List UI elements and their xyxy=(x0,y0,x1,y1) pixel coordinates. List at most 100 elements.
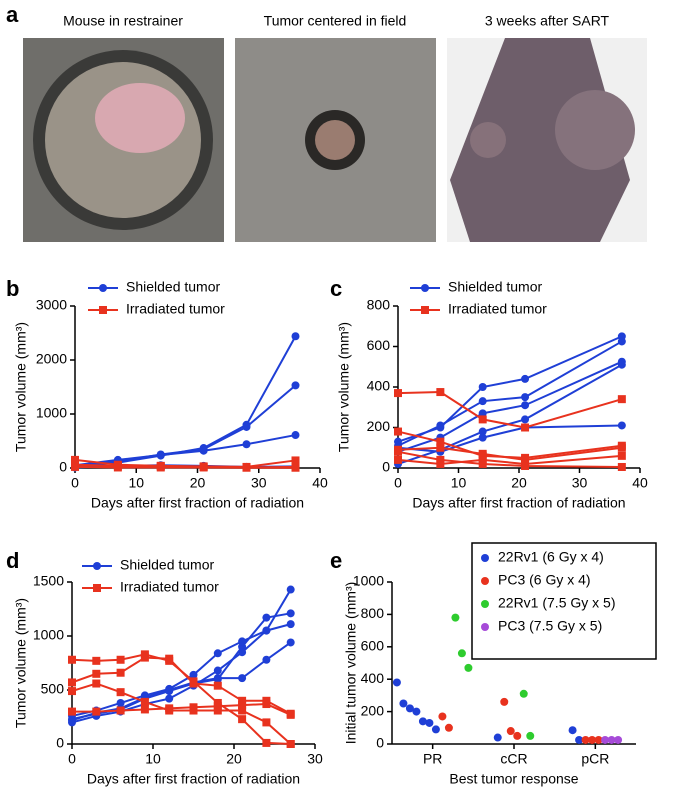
legend-marker xyxy=(481,554,489,562)
marker xyxy=(238,706,247,715)
marker xyxy=(617,421,626,430)
marker xyxy=(291,456,300,465)
marker xyxy=(68,716,76,725)
legend-label: 22Rv1 (6 Gy x 4) xyxy=(498,549,604,565)
y-axis-label: Tumor volume (mm³) xyxy=(336,322,352,452)
marker xyxy=(213,674,222,683)
point xyxy=(594,735,603,744)
photo-title: Tumor centered in field xyxy=(264,13,407,29)
marker xyxy=(213,706,222,715)
y-tick-label: 400 xyxy=(361,670,385,686)
marker xyxy=(68,678,76,687)
legend-marker xyxy=(481,600,489,608)
marker xyxy=(262,700,271,709)
marker xyxy=(617,337,626,346)
marker xyxy=(262,626,271,635)
marker xyxy=(262,655,271,664)
marker xyxy=(189,679,198,688)
legend-label: Shielded tumor xyxy=(120,557,215,573)
marker xyxy=(436,443,445,452)
point xyxy=(438,712,447,721)
photo-title: 3 weeks after SART xyxy=(485,13,610,29)
marker xyxy=(478,415,487,424)
marker xyxy=(242,422,251,431)
y-tick-label: 800 xyxy=(367,297,391,313)
marker xyxy=(478,409,487,418)
x-axis-label: Days after first fraction of radiation xyxy=(91,495,304,511)
marker xyxy=(238,715,247,724)
marker xyxy=(478,455,487,464)
point xyxy=(464,663,473,672)
point xyxy=(418,717,427,726)
marker xyxy=(521,423,530,432)
marker xyxy=(140,697,149,706)
point xyxy=(444,723,453,732)
x-tick-label: 10 xyxy=(128,475,144,491)
legend-marker xyxy=(481,623,489,631)
marker xyxy=(165,704,174,713)
x-tick-label: cCR xyxy=(500,751,527,767)
marker xyxy=(478,449,487,458)
legend-label: Irradiated tumor xyxy=(126,301,225,317)
marker xyxy=(394,447,402,456)
point xyxy=(526,731,535,740)
legend-label: Irradiated tumor xyxy=(448,301,547,317)
marker xyxy=(199,463,208,472)
x-tick-label: 20 xyxy=(226,751,242,767)
marker xyxy=(68,655,76,664)
x-axis-label: Days after first fraction of radiation xyxy=(87,771,300,787)
marker xyxy=(478,383,487,391)
panel-letter: c xyxy=(330,276,342,301)
marker xyxy=(521,461,530,470)
panel-letter: d xyxy=(6,548,19,573)
x-tick-label: 30 xyxy=(572,475,588,491)
marker xyxy=(213,666,222,675)
x-tick-label: 10 xyxy=(451,475,467,491)
marker xyxy=(436,459,445,468)
legend-label: PC3 (7.5 Gy x 5) xyxy=(498,618,602,634)
x-tick-label: 30 xyxy=(307,751,323,767)
y-tick-label: 0 xyxy=(59,459,67,475)
marker xyxy=(291,381,300,390)
point xyxy=(457,649,466,658)
marker xyxy=(238,674,247,683)
point xyxy=(425,718,434,727)
marker xyxy=(165,686,174,694)
y-tick-label: 1000 xyxy=(33,627,64,643)
marker xyxy=(92,656,101,665)
marker xyxy=(165,694,174,703)
marker xyxy=(394,455,402,464)
marker xyxy=(394,389,402,398)
series-line xyxy=(74,465,296,469)
marker xyxy=(617,360,626,369)
series-line xyxy=(71,653,291,745)
marker xyxy=(113,463,122,472)
marker xyxy=(286,638,295,647)
series-line xyxy=(397,391,623,429)
marker xyxy=(617,443,626,452)
marker xyxy=(286,609,295,618)
series-line xyxy=(71,682,292,745)
marker xyxy=(436,437,445,446)
legend-box xyxy=(471,542,657,660)
legend-label: Shielded tumor xyxy=(448,279,543,295)
y-tick-label: 1500 xyxy=(33,573,64,589)
y-tick-label: 400 xyxy=(367,378,391,394)
y-tick-label: 3000 xyxy=(36,297,67,313)
y-tick-label: 2000 xyxy=(36,351,67,367)
marker xyxy=(92,669,101,678)
y-axis-label: Tumor volume (mm³) xyxy=(13,322,29,452)
marker xyxy=(521,374,530,383)
y-axis-label: Tumor volume (mm³) xyxy=(13,598,29,728)
photo xyxy=(23,38,224,242)
series-line xyxy=(74,434,296,467)
marker xyxy=(116,668,125,677)
marker xyxy=(291,332,300,341)
marker xyxy=(242,463,251,472)
marker xyxy=(189,703,198,712)
marker xyxy=(213,649,222,658)
y-tick-label: 0 xyxy=(56,735,64,751)
legend-marker xyxy=(93,562,101,570)
series-line xyxy=(71,589,292,724)
